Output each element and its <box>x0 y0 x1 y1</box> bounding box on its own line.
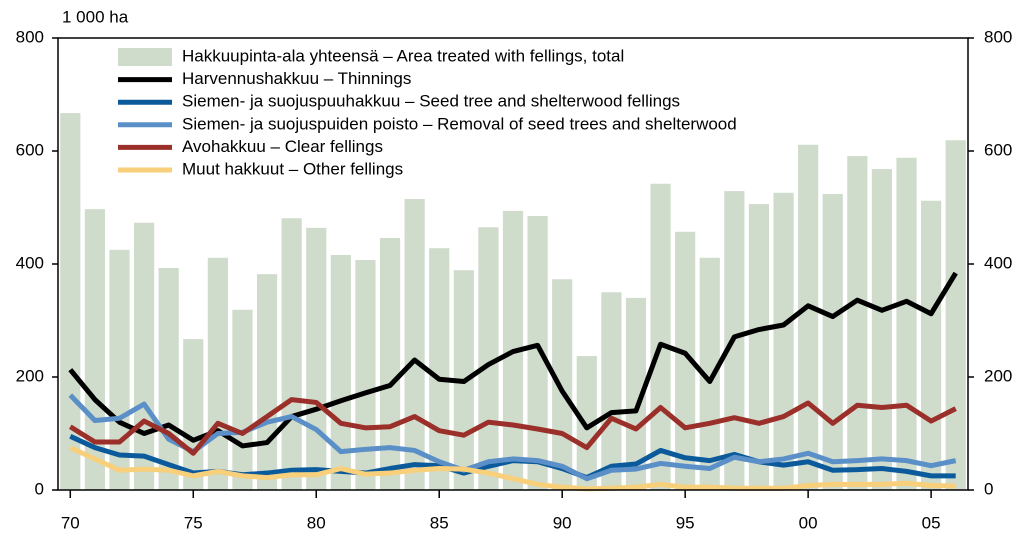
line-series <box>68 397 957 456</box>
bar <box>822 193 843 490</box>
bar <box>281 218 302 491</box>
x-tick-label: 70 <box>61 513 80 532</box>
legend-box <box>110 44 466 186</box>
x-tick-label: 90 <box>553 513 572 532</box>
bar <box>625 297 647 490</box>
y2-tick-label: 0 <box>984 479 993 498</box>
bar <box>429 248 450 490</box>
y2-tick-label: 200 <box>984 366 1012 385</box>
y-axis-unit: 1 000 ha <box>62 7 129 26</box>
bar <box>576 356 597 490</box>
legend-swatch <box>118 48 172 66</box>
bar <box>60 113 81 491</box>
x-tick-label: 80 <box>307 513 326 532</box>
bar <box>330 254 351 490</box>
x-tick-label: 00 <box>799 513 818 532</box>
bar <box>109 249 130 490</box>
bar <box>650 183 671 490</box>
x-tick-label: 95 <box>676 513 695 532</box>
bar <box>699 257 720 490</box>
legend-label: Hakkuupinta-ala yhteensä – Area treated … <box>182 46 624 65</box>
x-tick-label: 85 <box>430 513 449 532</box>
bar <box>773 192 794 490</box>
bar <box>158 267 179 490</box>
legend-label: Siemen- ja suojuspuiden poisto – Removal… <box>182 114 737 133</box>
bar <box>748 204 770 491</box>
bar <box>798 144 819 490</box>
x-tick-label: 05 <box>922 513 941 532</box>
bar <box>601 292 622 490</box>
y-tick-label: 600 <box>16 140 44 159</box>
line-series <box>68 271 958 449</box>
legend-label: Siemen- ja suojuspuuhakkuu – Seed tree a… <box>182 92 680 111</box>
bar <box>527 215 548 490</box>
bar <box>306 227 327 490</box>
bar <box>183 339 204 490</box>
y2-tick-label: 400 <box>984 253 1012 272</box>
legend-label: Muut hakkuut – Other fellings <box>182 159 403 178</box>
y2-tick-label: 800 <box>984 27 1012 46</box>
bar <box>945 140 966 490</box>
y-tick-label: 0 <box>35 479 44 498</box>
y-tick-label: 800 <box>16 27 44 46</box>
bar <box>207 257 228 490</box>
bar <box>552 279 573 490</box>
bar <box>896 157 917 490</box>
bar <box>871 169 893 490</box>
bar <box>921 200 942 490</box>
y-tick-label: 200 <box>16 366 44 385</box>
y-tick-label: 400 <box>16 253 44 272</box>
legend-label: Avohakkuu – Clear fellings <box>182 137 383 156</box>
bar <box>133 222 155 490</box>
line-series <box>68 393 957 482</box>
bar <box>232 309 253 490</box>
y2-tick-label: 600 <box>984 140 1012 159</box>
bar <box>256 274 278 490</box>
bar <box>379 238 401 490</box>
bar <box>404 199 425 490</box>
line-series <box>69 445 956 492</box>
x-tick-label: 75 <box>184 513 203 532</box>
bar <box>847 156 868 490</box>
legend-label: Harvennushakkuu – Thinnings <box>182 69 411 88</box>
bar <box>355 260 376 490</box>
